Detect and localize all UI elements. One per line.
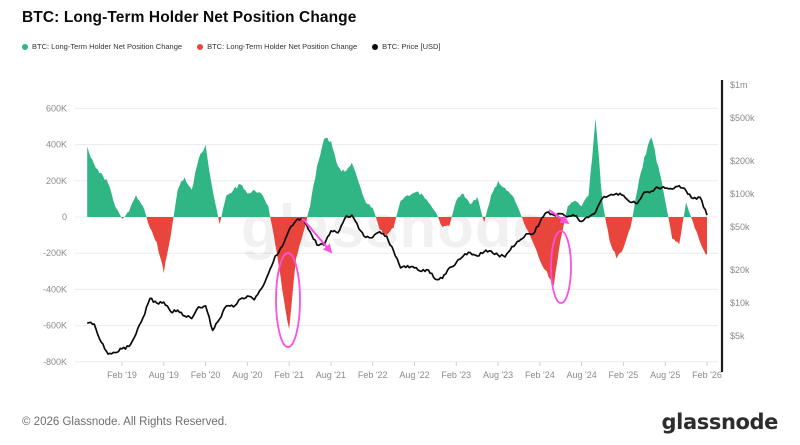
- legend-label: BTC: Price [USD]: [382, 42, 441, 51]
- footer: © 2026 Glassnode. All Rights Reserved. g…: [0, 399, 800, 445]
- y-right-label: $1m: [730, 80, 748, 90]
- net-position-area-positive: [87, 118, 707, 217]
- x-tick-label: Aug '24: [567, 370, 597, 380]
- annotation-ellipse: [275, 252, 301, 348]
- copyright-text: © 2026 Glassnode. All Rights Reserved.: [22, 416, 228, 428]
- x-tick-label: Aug '23: [483, 370, 513, 380]
- y-left-label: 0: [62, 212, 67, 222]
- legend-item-btc-price[interactable]: BTC: Price [USD]: [372, 42, 441, 51]
- y-left-label: -200K: [43, 248, 67, 258]
- x-tick-label: Feb '21: [274, 370, 304, 380]
- y-right-label: $10k: [730, 298, 750, 308]
- y-right-label: $20k: [730, 265, 750, 275]
- legend-item-lth-distribution[interactable]: BTC: Long-Term Holder Net Position Chang…: [197, 42, 357, 51]
- y-left-label: -400K: [43, 284, 67, 294]
- x-tick-label: Feb '25: [609, 370, 639, 380]
- y-right-label: $100k: [730, 189, 755, 199]
- x-tick-label: Feb '19: [107, 370, 137, 380]
- red-dot-icon: [197, 43, 204, 50]
- x-tick-label: Feb '23: [441, 370, 471, 380]
- annotation-arrow: [301, 217, 333, 254]
- y-right-label: $200k: [730, 156, 755, 166]
- y-left-label: -800K: [43, 357, 67, 367]
- x-tick-label: Aug '19: [149, 370, 179, 380]
- chart-title: BTC: Long-Term Holder Net Position Chang…: [22, 9, 357, 26]
- y-left-label: 200K: [46, 176, 67, 186]
- y-right-label: $500k: [730, 113, 755, 123]
- legend-label: BTC: Long-Term Holder Net Position Chang…: [207, 42, 358, 51]
- black-dot-icon: [372, 43, 379, 50]
- x-tick-label: Feb '24: [525, 370, 555, 380]
- x-tick-label: Aug '22: [399, 370, 429, 380]
- y-left-label: 400K: [46, 140, 67, 150]
- y-right-label: $5k: [730, 331, 745, 341]
- glassnode-logo: glassnode: [661, 410, 779, 434]
- y-right-label: $50k: [730, 222, 750, 232]
- y-left-label: 600K: [46, 103, 67, 113]
- x-tick-label: Feb '22: [358, 370, 388, 380]
- x-tick-label: Aug '20: [232, 370, 262, 380]
- x-tick-label: Aug '21: [316, 370, 346, 380]
- annotation-ellipse: [550, 230, 572, 304]
- legend-label: BTC: Long-Term Holder Net Position Chang…: [32, 42, 183, 51]
- chart-legend: BTC: Long-Term Holder Net Position Chang…: [22, 42, 441, 51]
- x-tick-label: Aug '25: [650, 370, 680, 380]
- x-tick-label: Feb '20: [191, 370, 221, 380]
- green-dot-icon: [22, 43, 28, 50]
- annotation-arrow: [548, 209, 570, 225]
- chart-canvas: glassnode600K400K200K0-200K-400K-600K-80…: [43, 80, 755, 380]
- net-position-area-negative: [87, 217, 707, 330]
- y-left-label: -600K: [43, 321, 67, 331]
- x-tick-label: Feb '26: [692, 370, 722, 380]
- price-line: [86, 184, 708, 355]
- legend-item-lth-accumulation[interactable]: BTC: Long-Term Holder Net Position Chang…: [22, 42, 182, 51]
